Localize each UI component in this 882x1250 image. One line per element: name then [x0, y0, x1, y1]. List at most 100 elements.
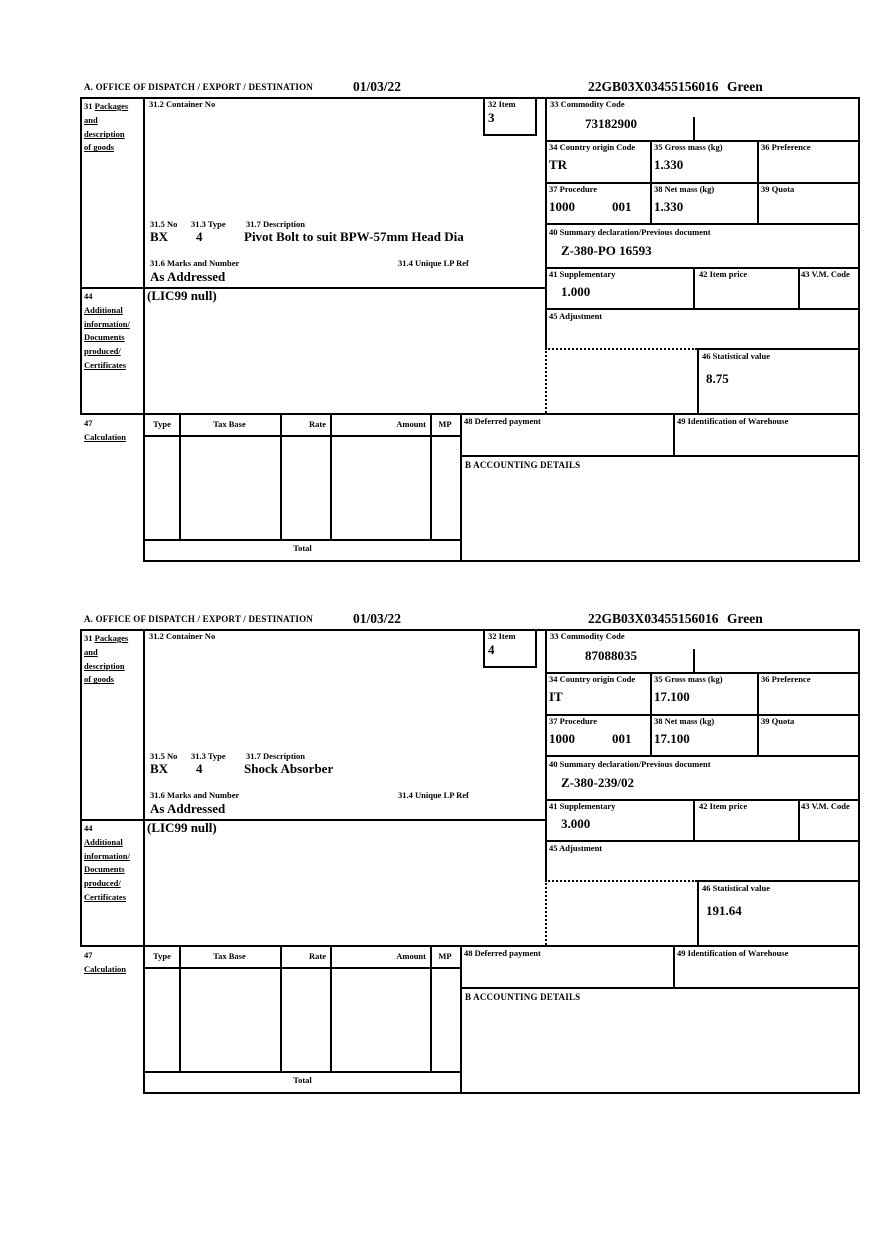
accounting-details-label: B ACCOUNTING DETAILS [465, 460, 581, 470]
gross-mass-label: 35 Gross mass (kg) [654, 674, 723, 684]
caption-column-divider [143, 629, 145, 1094]
package-no-label: 31.5 No [150, 751, 178, 761]
package-type-label: 31.3 Type [191, 751, 226, 761]
right-column-divider-dotted [545, 348, 547, 413]
box31-number: 31 [84, 101, 95, 111]
deferred-payment-label: 48 Deferred payment [464, 416, 541, 426]
column-header-mp: MP [438, 951, 452, 961]
net-mass-value: 1.330 [654, 199, 684, 214]
box34-row-bottom-border [545, 182, 860, 184]
statistical-value-label: 46 Statistical value [702, 883, 770, 893]
box46-top-border [697, 880, 860, 882]
preference-label: 36 Preference [761, 142, 811, 152]
table-divider-amount [430, 945, 432, 1071]
gross-mass-label: 35 Gross mass (kg) [654, 142, 723, 152]
declaration-reference-value: 22GB03X03455156016 [588, 611, 719, 626]
box37-row-bottom-border [545, 755, 860, 757]
item-number-box [483, 629, 537, 668]
box33-bottom-border [545, 140, 860, 142]
package-no-value: BX [150, 229, 169, 244]
commodity-code-value: 87088035 [585, 648, 637, 663]
table-divider-rate [330, 945, 332, 1071]
box46-top-border [697, 348, 860, 350]
box48-49-divider [673, 413, 675, 455]
column-header-mp: MP [438, 419, 452, 429]
outer-border-top [80, 97, 860, 99]
net-mass-value: 17.100 [654, 731, 690, 746]
goods-description-value: Pivot Bolt to suit BPW-57mm Head Dia [244, 229, 464, 244]
dispatch-date-value: 01/03/22 [353, 79, 402, 94]
marks-and-number-value: As Addressed [150, 269, 226, 284]
container-no-label: 31.2 Container No [149, 631, 216, 641]
column-header-rate: Rate [309, 951, 326, 961]
box44-number: 44 [84, 823, 93, 833]
country-origin-label: 34 Country origin Code [549, 674, 636, 684]
procedure-ext-value: 001 [612, 199, 632, 214]
column-header-rate: Rate [309, 419, 326, 429]
procedure-value: 1000 [549, 199, 575, 214]
total-label: Total [293, 543, 312, 553]
item-number-value: 3 [488, 110, 495, 125]
box45-bottom-border-dotted [545, 348, 697, 350]
column-header-type: Type [153, 419, 171, 429]
gross-mass-value: 17.100 [654, 689, 690, 704]
country-origin-value: IT [549, 689, 563, 704]
declaration-item-section-0: A. OFFICE OF DISPATCH / EXPORT / DESTINA… [0, 79, 882, 562]
box44-top-border [80, 819, 547, 821]
box31-caption: 31 Packages and description of goods [84, 633, 129, 685]
previous-document-label: 40 Summary declaration/Previous document [549, 227, 711, 237]
accounting-details-label: B ACCOUNTING DETAILS [465, 992, 581, 1002]
quota-label: 39 Quota [761, 184, 795, 194]
table-right-border [460, 945, 462, 1092]
goods-description-label: 31.7 Description [246, 751, 306, 761]
procedure-label: 37 Procedure [549, 184, 598, 194]
outer-border-right [858, 97, 860, 562]
routing-status-value: Green [727, 79, 763, 94]
routing-status-value: Green [727, 611, 763, 626]
table-right-border [460, 413, 462, 560]
office-of-dispatch-label: A. OFFICE OF DISPATCH / EXPORT / DESTINA… [84, 82, 314, 92]
table-divider-rate [330, 413, 332, 539]
box34-35-divider [650, 672, 652, 755]
column-header-amount: Amount [396, 951, 426, 961]
outer-border-bottom [143, 560, 860, 562]
right-column-divider [545, 97, 547, 348]
box40-bottom-border [545, 267, 860, 269]
box41-42-divider [693, 267, 695, 308]
box46-left-border [697, 880, 699, 945]
package-no-value: BX [150, 761, 169, 776]
box48-49-divider [673, 945, 675, 987]
box34-row-bottom-border [545, 714, 860, 716]
statistical-value-label: 46 Statistical value [702, 351, 770, 361]
box41-42-divider [693, 799, 695, 840]
commodity-code-label: 33 Commodity Code [550, 631, 625, 641]
commodity-code-value: 73182900 [585, 116, 637, 131]
deferred-payment-label: 48 Deferred payment [464, 948, 541, 958]
unique-lp-ref-label: 31.4 Unique LP Ref [398, 790, 469, 800]
goods-description-label: 31.7 Description [246, 219, 306, 229]
gross-mass-value: 1.330 [654, 157, 684, 172]
box47-number: 47 [84, 950, 93, 960]
goods-description-value: Shock Absorber [244, 761, 334, 776]
vm-code-label: 43 V.M. Code [801, 269, 850, 279]
table-header-bottom-border [145, 967, 460, 969]
box31-number: 31 [84, 633, 95, 643]
commodity-code-tick-mark [693, 117, 695, 140]
box47-caption: 47 Calculation [84, 418, 127, 442]
outer-border-left [80, 629, 82, 947]
net-mass-label: 38 Net mass (kg) [654, 716, 715, 726]
office-of-dispatch-label: A. OFFICE OF DISPATCH / EXPORT / DESTINA… [84, 614, 314, 624]
supplementary-label: 41 Supplementary [549, 269, 616, 279]
table-bottom-border [145, 539, 460, 541]
item-price-label: 42 Item price [699, 801, 748, 811]
marks-and-number-value: As Addressed [150, 801, 226, 816]
table-divider-taxbase [280, 413, 282, 539]
outer-border-top [80, 629, 860, 631]
country-origin-label: 34 Country origin Code [549, 142, 636, 152]
statistical-value-value: 8.75 [706, 371, 729, 386]
box35-36-divider [757, 140, 759, 223]
country-origin-value: TR [549, 157, 568, 172]
box44-caption: 44 Additional information/ Documents pro… [84, 291, 130, 370]
vm-code-label: 43 V.M. Code [801, 801, 850, 811]
